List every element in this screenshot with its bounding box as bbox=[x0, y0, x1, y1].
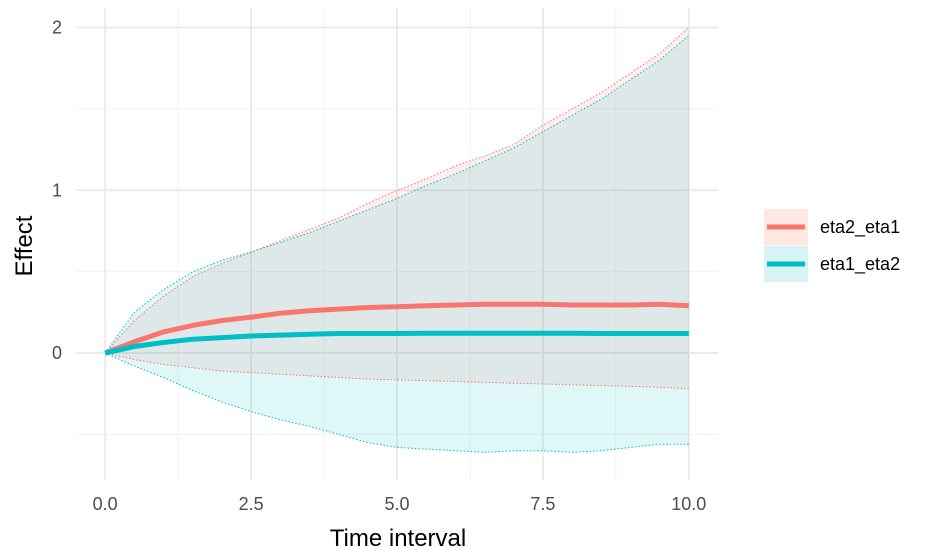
confidence-band-eta1_eta2 bbox=[105, 35, 689, 453]
lower-bound-eta1_eta2 bbox=[104, 352, 689, 453]
y-tick-label: 2 bbox=[52, 18, 62, 38]
legend: eta2_eta1 eta1_eta2 bbox=[764, 209, 900, 282]
upper-bound-eta2_eta1 bbox=[104, 27, 690, 354]
x-axis-title: Time interval bbox=[330, 525, 466, 550]
series-line-eta1_eta2 bbox=[104, 330, 689, 356]
x-tick-label: 0.0 bbox=[93, 494, 118, 514]
x-tick-label: 7.5 bbox=[530, 494, 555, 514]
series-lines bbox=[104, 301, 689, 356]
x-axis-ticks: 0.0 2.5 5.0 7.5 10.0 bbox=[93, 494, 707, 514]
y-axis-ticks: 0 1 2 bbox=[52, 18, 62, 364]
y-tick-label: 0 bbox=[52, 343, 62, 363]
x-tick-label: 10.0 bbox=[671, 494, 706, 514]
x-tick-label: 5.0 bbox=[384, 494, 409, 514]
y-tick-label: 1 bbox=[52, 180, 62, 200]
legend-label-eta2_eta1: eta2_eta1 bbox=[820, 217, 900, 238]
confidence-band-eta2_eta1 bbox=[105, 27, 689, 389]
y-axis-title: Effect bbox=[11, 215, 38, 276]
major-gridlines bbox=[76, 8, 718, 480]
confidence-bounds bbox=[104, 27, 690, 453]
lower-bound-eta2_eta1 bbox=[105, 352, 689, 390]
legend-label-eta1_eta2: eta1_eta2 bbox=[820, 254, 900, 275]
x-tick-label: 2.5 bbox=[239, 494, 264, 514]
series-line-eta2_eta1 bbox=[104, 301, 689, 356]
confidence-bands bbox=[105, 27, 689, 453]
